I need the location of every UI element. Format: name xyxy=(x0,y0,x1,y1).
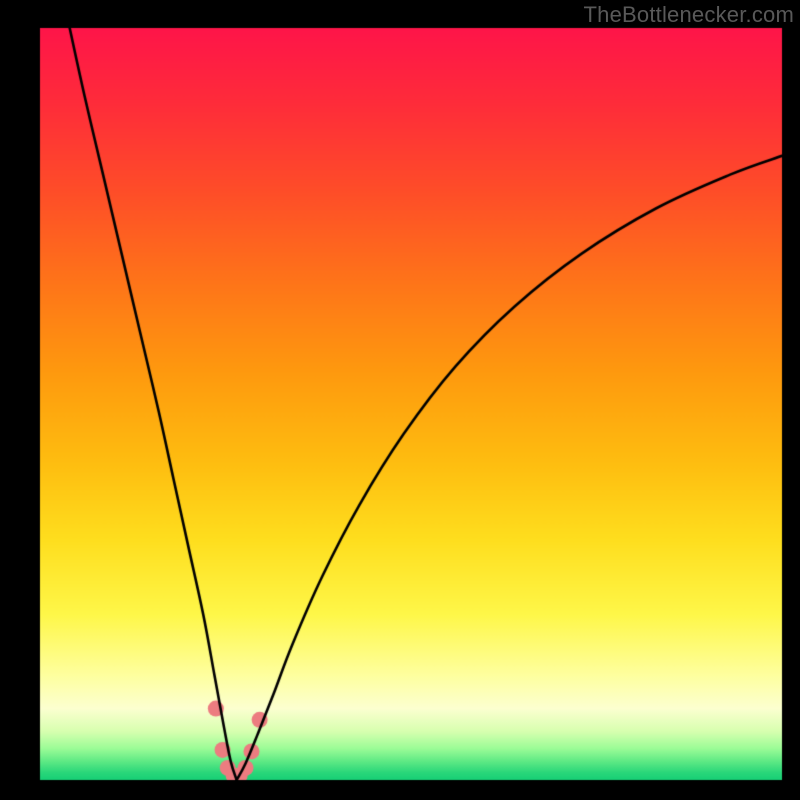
bottleneck-chart-canvas xyxy=(0,0,800,800)
chart-stage: TheBottlenecker.com xyxy=(0,0,800,800)
watermark-label: TheBottlenecker.com xyxy=(584,2,794,28)
